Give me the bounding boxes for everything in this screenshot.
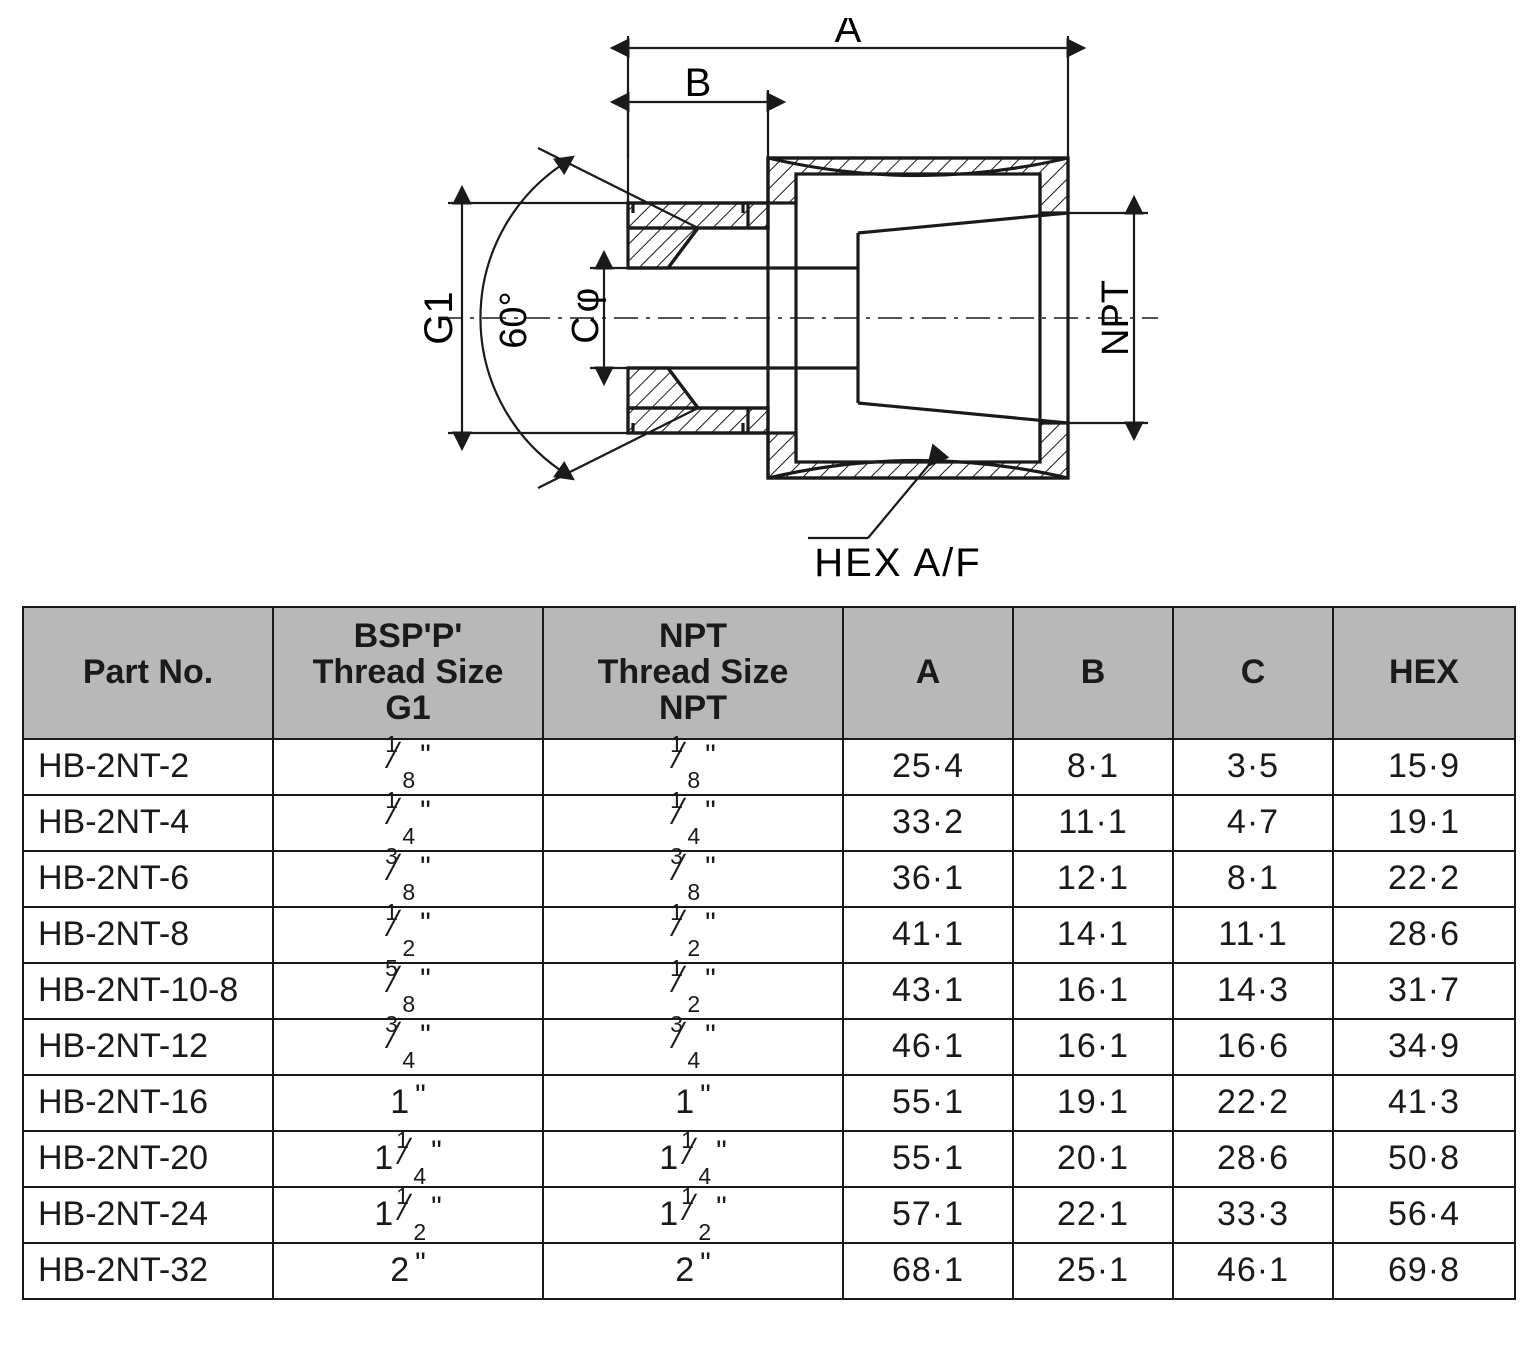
column-header: BSP'P'Thread SizeG1 xyxy=(273,607,543,739)
dimension-cell: 28·6 xyxy=(1333,907,1515,963)
table-row: HB-2NT-41⁄4"1⁄4"33·211·14·719·1 xyxy=(23,795,1515,851)
thread-size-cell: 3⁄4" xyxy=(543,1019,843,1075)
table-row: HB-2NT-63⁄8"3⁄8"36·112·18·122·2 xyxy=(23,851,1515,907)
dimension-cell: 28·6 xyxy=(1173,1131,1333,1187)
dimension-cell: 50·8 xyxy=(1333,1131,1515,1187)
thread-size-cell: 3⁄8" xyxy=(273,851,543,907)
dimension-cell: 22·1 xyxy=(1013,1187,1173,1243)
dimension-cell: 14·1 xyxy=(1013,907,1173,963)
dimension-cell: 12·1 xyxy=(1013,851,1173,907)
table-row: HB-2NT-161"1"55·119·122·241·3 xyxy=(23,1075,1515,1131)
dimension-cell: 68·1 xyxy=(843,1243,1013,1299)
thread-size-cell: 1⁄2" xyxy=(273,907,543,963)
column-header: B xyxy=(1013,607,1173,739)
thread-size-cell: 1⁄2" xyxy=(543,907,843,963)
table-header: Part No.BSP'P'Thread SizeG1NPTThread Siz… xyxy=(23,607,1515,739)
thread-size-cell: 1⁄2" xyxy=(543,963,843,1019)
dimension-cell: 14·3 xyxy=(1173,963,1333,1019)
column-header: HEX xyxy=(1333,607,1515,739)
part-number-cell: HB-2NT-6 xyxy=(23,851,273,907)
table-row: HB-2NT-81⁄2"1⁄2"41·114·111·128·6 xyxy=(23,907,1515,963)
column-header: C xyxy=(1173,607,1333,739)
dim-label-a: A xyxy=(835,18,862,51)
dimension-cell: 55·1 xyxy=(843,1075,1013,1131)
thread-size-cell: 2" xyxy=(543,1243,843,1299)
part-number-cell: HB-2NT-16 xyxy=(23,1075,273,1131)
dimension-cell: 16·1 xyxy=(1013,963,1173,1019)
dimension-cell: 31·7 xyxy=(1333,963,1515,1019)
dim-label-b: B xyxy=(685,61,712,105)
dim-label-hex: HEX A/F xyxy=(814,541,981,585)
dimension-cell: 11·1 xyxy=(1013,795,1173,851)
dim-label-angle: 60° xyxy=(493,291,535,348)
table-body: HB-2NT-21⁄8"1⁄8"25·48·13·515·9HB-2NT-41⁄… xyxy=(23,739,1515,1299)
dimension-cell: 41·3 xyxy=(1333,1075,1515,1131)
part-number-cell: HB-2NT-24 xyxy=(23,1187,273,1243)
dimension-cell: 34·9 xyxy=(1333,1019,1515,1075)
dimension-cell: 8·1 xyxy=(1013,739,1173,795)
dimension-cell: 16·1 xyxy=(1013,1019,1173,1075)
thread-size-cell: 5⁄8" xyxy=(273,963,543,1019)
dimension-cell: 25·4 xyxy=(843,739,1013,795)
thread-size-cell: 1⁄8" xyxy=(273,739,543,795)
column-header: A xyxy=(843,607,1013,739)
thread-size-cell: 1⁄4" xyxy=(273,795,543,851)
part-number-cell: HB-2NT-4 xyxy=(23,795,273,851)
thread-size-cell: 3⁄4" xyxy=(273,1019,543,1075)
table-row: HB-2NT-322"2"68·125·146·169·8 xyxy=(23,1243,1515,1299)
part-number-cell: HB-2NT-10-8 xyxy=(23,963,273,1019)
specification-table: Part No.BSP'P'Thread SizeG1NPTThread Siz… xyxy=(22,606,1516,1300)
dimension-cell: 25·1 xyxy=(1013,1243,1173,1299)
part-number-cell: HB-2NT-12 xyxy=(23,1019,273,1075)
technical-diagram: A B G1 60° C φ NPT HEX A/F xyxy=(22,18,1514,588)
table-row: HB-2NT-123⁄4"3⁄4"46·116·116·634·9 xyxy=(23,1019,1515,1075)
thread-size-cell: 2" xyxy=(273,1243,543,1299)
dim-label-c: C xyxy=(565,316,607,343)
thread-size-cell: 1" xyxy=(273,1075,543,1131)
dimension-cell: 56·4 xyxy=(1333,1187,1515,1243)
fitting-cross-section: A B G1 60° C φ NPT HEX A/F xyxy=(328,18,1208,588)
table-row: HB-2NT-21⁄8"1⁄8"25·48·13·515·9 xyxy=(23,739,1515,795)
dimension-cell: 19·1 xyxy=(1333,795,1515,851)
thread-size-cell: 1" xyxy=(543,1075,843,1131)
dimension-cell: 16·6 xyxy=(1173,1019,1333,1075)
dimension-cell: 33·3 xyxy=(1173,1187,1333,1243)
dimension-cell: 8·1 xyxy=(1173,851,1333,907)
table-row: HB-2NT-2011⁄4"11⁄4"55·120·128·650·8 xyxy=(23,1131,1515,1187)
thread-size-cell: 3⁄8" xyxy=(543,851,843,907)
dimension-cell: 46·1 xyxy=(1173,1243,1333,1299)
dimension-cell: 4·7 xyxy=(1173,795,1333,851)
part-number-cell: HB-2NT-20 xyxy=(23,1131,273,1187)
dimension-cell: 46·1 xyxy=(843,1019,1013,1075)
dimension-cell: 15·9 xyxy=(1333,739,1515,795)
dimension-cell: 69·8 xyxy=(1333,1243,1515,1299)
dimension-cell: 55·1 xyxy=(843,1131,1013,1187)
dimension-cell: 43·1 xyxy=(843,963,1013,1019)
dimension-cell: 20·1 xyxy=(1013,1131,1173,1187)
table-row: HB-2NT-10-85⁄8"1⁄2"43·116·114·331·7 xyxy=(23,963,1515,1019)
thread-size-cell: 11⁄4" xyxy=(543,1131,843,1187)
dimension-cell: 11·1 xyxy=(1173,907,1333,963)
part-number-cell: HB-2NT-8 xyxy=(23,907,273,963)
column-header: NPTThread SizeNPT xyxy=(543,607,843,739)
thread-size-cell: 11⁄4" xyxy=(273,1131,543,1187)
thread-size-cell: 11⁄2" xyxy=(543,1187,843,1243)
dim-label-phi: φ xyxy=(565,288,607,313)
thread-size-cell: 11⁄2" xyxy=(273,1187,543,1243)
part-number-cell: HB-2NT-32 xyxy=(23,1243,273,1299)
thread-size-cell: 1⁄8" xyxy=(543,739,843,795)
dimension-cell: 22·2 xyxy=(1173,1075,1333,1131)
dimension-cell: 3·5 xyxy=(1173,739,1333,795)
column-header: Part No. xyxy=(23,607,273,739)
table-row: HB-2NT-2411⁄2"11⁄2"57·122·133·356·4 xyxy=(23,1187,1515,1243)
dimension-cell: 41·1 xyxy=(843,907,1013,963)
dimension-cell: 19·1 xyxy=(1013,1075,1173,1131)
part-number-cell: HB-2NT-2 xyxy=(23,739,273,795)
dimension-cell: 57·1 xyxy=(843,1187,1013,1243)
thread-size-cell: 1⁄4" xyxy=(543,795,843,851)
dimension-cell: 36·1 xyxy=(843,851,1013,907)
dimension-cell: 22·2 xyxy=(1333,851,1515,907)
dimension-cell: 33·2 xyxy=(843,795,1013,851)
